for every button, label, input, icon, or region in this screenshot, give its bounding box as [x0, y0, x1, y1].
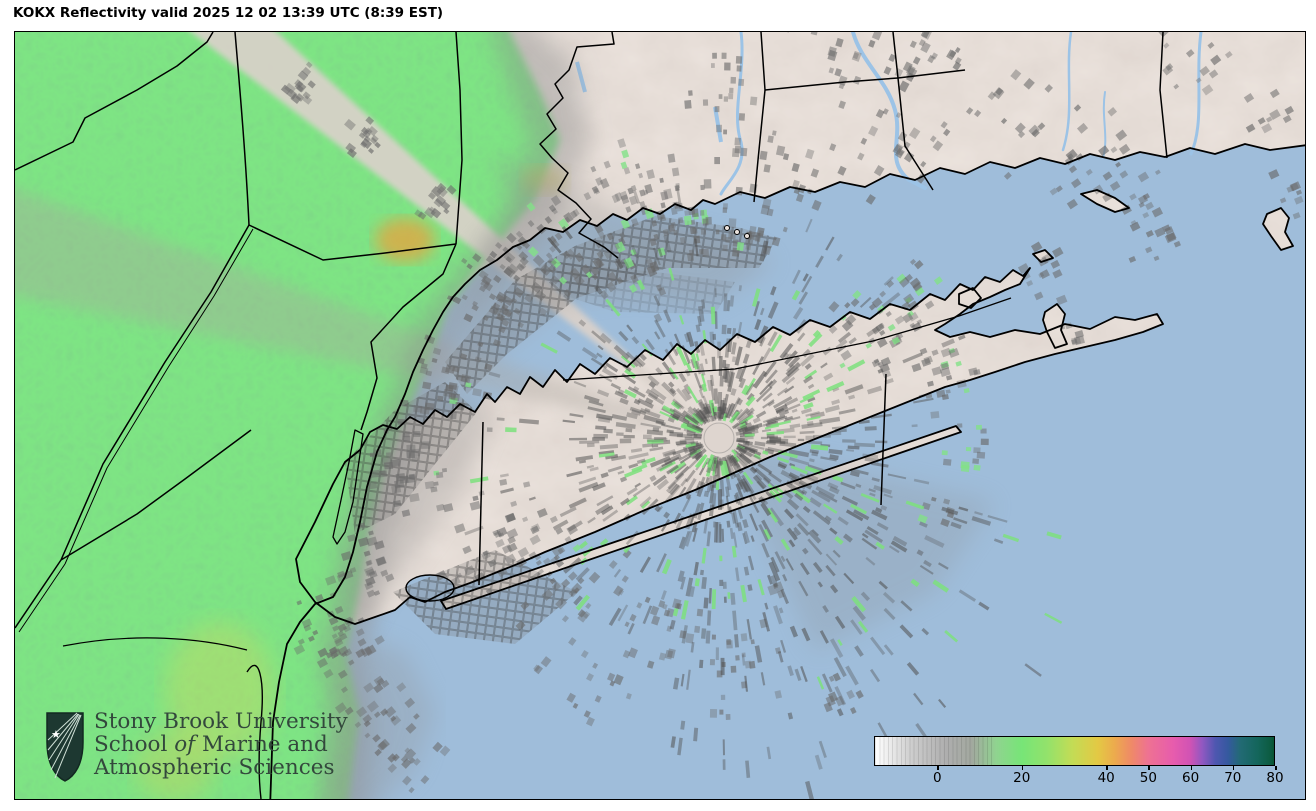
- rivers: [719, 32, 1203, 196]
- clutter-wash-nyc: [345, 382, 495, 642]
- colorbar-tick-label: 50: [1139, 770, 1157, 786]
- radar-center-hole: [703, 422, 735, 454]
- beam-blockage-band: [191, 32, 719, 438]
- colorbar-tick-label: 80: [1266, 770, 1284, 786]
- clutter-wash-south: [326, 632, 435, 799]
- clutter-speckles: [280, 32, 1304, 794]
- colorbar-tickmark: [937, 766, 939, 770]
- colorbar-tickmark: [1106, 766, 1108, 770]
- colorbar-discrete-steps: [875, 737, 995, 765]
- colorbar-tickmark: [1148, 766, 1150, 770]
- beam-blockage-west: [15, 189, 719, 438]
- colorbar-tick-label: 20: [1013, 770, 1031, 786]
- stony-brook-wordmark: Stony Brook University School of Marine …: [94, 710, 348, 779]
- colorbar-tickmark: [1021, 766, 1024, 770]
- stony-brook-logo: ★ Stony Brook University School of Marin…: [45, 710, 348, 784]
- colorbar-tick-label: 40: [1097, 770, 1115, 786]
- logo-line-1: Stony Brook University: [94, 709, 348, 734]
- colorbar-tick-label: 70: [1224, 770, 1242, 786]
- blocked-band-rivers: [575, 61, 723, 143]
- colorbar-tick-label: 60: [1181, 770, 1200, 786]
- coastlines: [15, 32, 1305, 799]
- colorbar-gradient: [874, 736, 1275, 766]
- colorbar-tickmark: [1275, 766, 1277, 770]
- map-canvas: [15, 32, 1305, 799]
- colorbar-tick-label: 0: [933, 770, 942, 786]
- svg-text:★: ★: [51, 728, 61, 741]
- reflectivity-colorbar: 0 20 40 50 60 70 80: [874, 736, 1284, 790]
- political-boundaries: [15, 32, 1168, 799]
- radar-clutter-spokes: [464, 187, 1063, 799]
- colorbar-tickmark: [1232, 766, 1235, 770]
- page-title: KOKX Reflectivity valid 2025 12 02 13:39…: [13, 5, 444, 21]
- stony-brook-shield-icon: ★: [46, 712, 84, 782]
- logo-line-2: School of Marine and: [94, 732, 328, 757]
- colorbar-ticks: 0 20 40 50 60 70 80: [874, 766, 1284, 790]
- radar-map: ★ Stony Brook University School of Marin…: [14, 31, 1306, 800]
- logo-line-3: Atmospheric Sciences: [94, 755, 335, 780]
- colorbar-tickmark: [1190, 766, 1193, 770]
